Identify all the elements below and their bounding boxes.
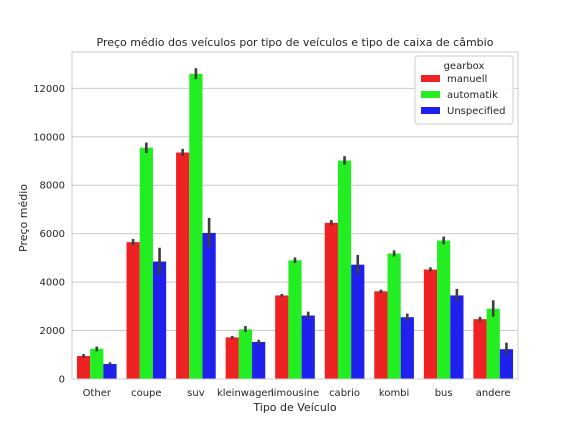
bar-manuell-other bbox=[76, 355, 91, 379]
y-tick-labels: 0 2000 4000 6000 8000 10000 12000 bbox=[33, 84, 65, 386]
legend-label: Unspecified bbox=[447, 106, 505, 117]
bar-manuell-suv bbox=[176, 152, 190, 379]
bar-manuell-bus bbox=[423, 269, 438, 379]
bar-unspecified-kombi bbox=[400, 317, 414, 379]
x-tick-label: Other bbox=[83, 388, 112, 399]
bar-manuell-cabrio bbox=[324, 222, 338, 379]
bar-unspecified-kleinwagen bbox=[252, 341, 266, 379]
legend-title: gearbox bbox=[444, 61, 485, 72]
bar-manuell-coupe bbox=[126, 242, 140, 379]
y-tick-label: 6000 bbox=[40, 229, 65, 240]
y-tick-label: 8000 bbox=[40, 181, 65, 192]
legend-swatch bbox=[421, 107, 440, 114]
chart-title: Preço médio dos veículos por tipo de veí… bbox=[97, 36, 494, 49]
legend-items: manuell automatik Unspecified bbox=[421, 74, 505, 117]
y-tick-label: 0 bbox=[59, 375, 65, 386]
bar-automatik-other bbox=[90, 348, 104, 379]
bar-unspecified-bus bbox=[450, 295, 464, 379]
bar-automatik-andere bbox=[486, 308, 500, 379]
y-tick-label: 2000 bbox=[40, 326, 65, 337]
bar-manuell-kombi bbox=[374, 291, 388, 379]
legend-label: automatik bbox=[447, 90, 498, 101]
bar-unspecified-coupe bbox=[152, 261, 167, 379]
bar-automatik-bus bbox=[437, 240, 451, 379]
legend: gearbox manuell automatik Unspecified bbox=[414, 55, 514, 125]
x-axis-label: Tipo de Veículo bbox=[252, 401, 336, 414]
bar-unspecified-cabrio bbox=[351, 264, 365, 379]
bar-manuell-andere bbox=[473, 319, 487, 379]
legend-swatch bbox=[421, 91, 440, 98]
bars bbox=[76, 73, 514, 380]
x-tick-label: andere bbox=[476, 388, 511, 399]
bar-automatik-suv bbox=[189, 73, 203, 380]
error-bars bbox=[82, 68, 508, 366]
bar-automatik-kombi bbox=[387, 253, 401, 379]
x-tick-label: suv bbox=[187, 388, 205, 399]
bar-unspecified-limousine bbox=[301, 315, 315, 379]
bar-unspecified-suv bbox=[202, 232, 216, 379]
y-tick-label: 10000 bbox=[33, 132, 65, 143]
bar-manuell-kleinwagen bbox=[225, 337, 239, 379]
x-tick-label: coupe bbox=[131, 388, 161, 399]
y-axis-label: Preço médio bbox=[17, 184, 30, 252]
bar-automatik-coupe bbox=[139, 147, 153, 379]
y-tick-label: 4000 bbox=[40, 278, 65, 289]
x-tick-label: bus bbox=[435, 388, 453, 399]
x-tick-label: kombi bbox=[379, 388, 409, 399]
legend-swatch bbox=[421, 75, 440, 82]
bar-automatik-kleinwagen bbox=[238, 329, 253, 379]
bar-unspecified-andere bbox=[499, 349, 514, 379]
y-tick-label: 12000 bbox=[33, 84, 65, 95]
x-tick-label: cabrio bbox=[329, 388, 360, 399]
bar-manuell-limousine bbox=[275, 295, 289, 379]
plot-frame bbox=[71, 51, 519, 380]
bar-automatik-cabrio bbox=[337, 160, 352, 379]
bar-unspecified-other bbox=[103, 363, 117, 379]
x-tick-label: kleinwagen bbox=[217, 388, 274, 399]
x-tick-label: limousine bbox=[271, 388, 319, 399]
legend-label: manuell bbox=[447, 74, 487, 85]
bar-automatik-limousine bbox=[288, 260, 302, 379]
